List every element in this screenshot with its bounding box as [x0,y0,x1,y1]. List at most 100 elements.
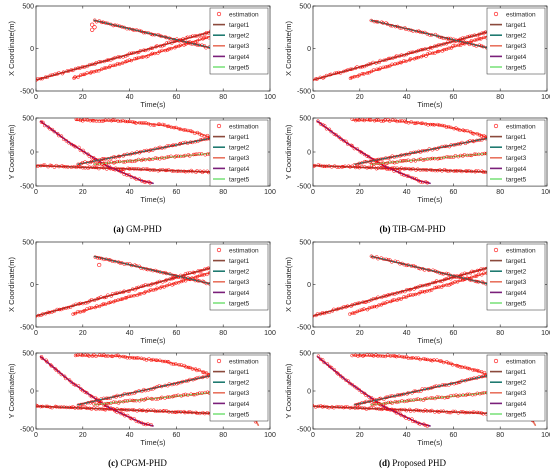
estimation-marker [52,309,56,314]
estimation-marker [448,40,453,44]
estimation-marker [183,272,188,276]
estimation-marker [125,413,130,418]
estimation-marker [454,39,458,43]
estimation-marker [57,307,62,312]
estimation-marker [474,279,479,284]
estimation-marker [158,44,163,48]
estimation-marker [147,289,151,293]
legend: estimation target1 target2 target3 target4 ta… [486,243,546,311]
estimation-marker [458,43,463,47]
estimation-marker [48,127,52,131]
y-tick-label: 0 [30,46,34,53]
estimation-marker [80,388,85,393]
estimation-marker [395,400,399,405]
estimation-marker [182,43,186,47]
estimation-marker [61,70,66,74]
estimation-marker [407,166,411,171]
estimation-marker [337,135,341,139]
estimation-marker [155,409,160,414]
estimation-marker [393,354,397,358]
estimation-marker [437,49,441,54]
estimation-marker [398,290,402,295]
estimation-marker [421,266,425,271]
estimation-marker [443,144,447,149]
estimation-marker [480,279,484,284]
estimation-marker [87,354,91,358]
estimation-marker [358,65,363,70]
estimation-marker [444,168,448,173]
estimation-marker [477,410,481,415]
estimation-marker [416,178,421,183]
estimation-marker [327,405,331,410]
estimation-marker [423,408,427,412]
x-axis-label: Time(s) [417,438,443,447]
estimation-marker [55,131,60,136]
estimation-marker [470,376,474,381]
estimation-marker [201,410,205,415]
estimation-marker [174,169,179,174]
estimation-marker [469,39,474,43]
y-tick-label: -500 [20,184,34,191]
estimation-marker [191,152,196,157]
estimation-marker [408,293,413,297]
estimation-marker [203,390,207,395]
legend-marker-estimation [493,358,499,364]
estimation-marker [199,152,204,156]
estimation-marker [128,398,132,403]
estimation-marker [141,422,146,426]
estimation-marker [439,409,443,414]
estimation-marker [183,278,188,283]
estimation-marker [113,167,117,172]
legend-label-target1: target1 [506,134,527,141]
estimation-marker [125,392,130,396]
y-axis-label: X Coordinate(m) [7,20,16,76]
estimation-marker [61,164,66,169]
estimation-marker [90,22,95,27]
legend-label-estimation: estimation [229,247,259,254]
estimation-marker [65,69,69,73]
estimation-marker [446,40,450,44]
legend-label-estimation: estimation [506,11,536,18]
estimation-marker [437,285,441,289]
estimation-marker [463,378,467,383]
legend-label-target3: target3 [229,279,250,286]
plot-content [36,118,260,185]
estimation-marker [482,35,486,40]
estimation-marker [408,409,413,413]
legend-label-target1: target1 [506,369,527,376]
estimation-marker [47,310,52,315]
estimation-marker [113,55,117,60]
x-axis-label: Time(s) [140,438,166,447]
estimation-marker [196,269,200,273]
x-tick-label: 60 [173,94,181,101]
estimation-marker [462,40,467,45]
estimation-marker [442,395,447,400]
estimation-marker [89,159,94,164]
estimation-marker [344,68,348,73]
estimation-marker [64,139,69,143]
estimation-marker [120,261,124,265]
estimation-marker [150,46,155,50]
estimation-marker [159,384,164,389]
estimation-marker [455,280,460,284]
estimation-marker [471,410,475,415]
estimation-marker [420,47,425,52]
estimation-marker [452,381,456,386]
estimation-marker [157,384,162,388]
caption-c-text: CPGM-PHD [120,458,167,468]
estimation-marker [64,376,68,381]
estimation-marker [360,118,365,122]
estimation-marker [74,118,79,122]
estimation-marker [399,26,404,30]
estimation-marker [78,148,83,153]
estimation-marker [174,125,178,130]
estimation-marker [119,297,123,302]
estimation-marker [479,44,484,48]
estimation-marker [360,64,365,69]
estimation-marker [355,118,359,122]
estimation-marker [97,401,102,406]
estimation-marker [164,409,169,413]
estimation-marker [139,397,144,402]
estimation-marker [197,33,202,37]
estimation-marker [127,392,132,396]
